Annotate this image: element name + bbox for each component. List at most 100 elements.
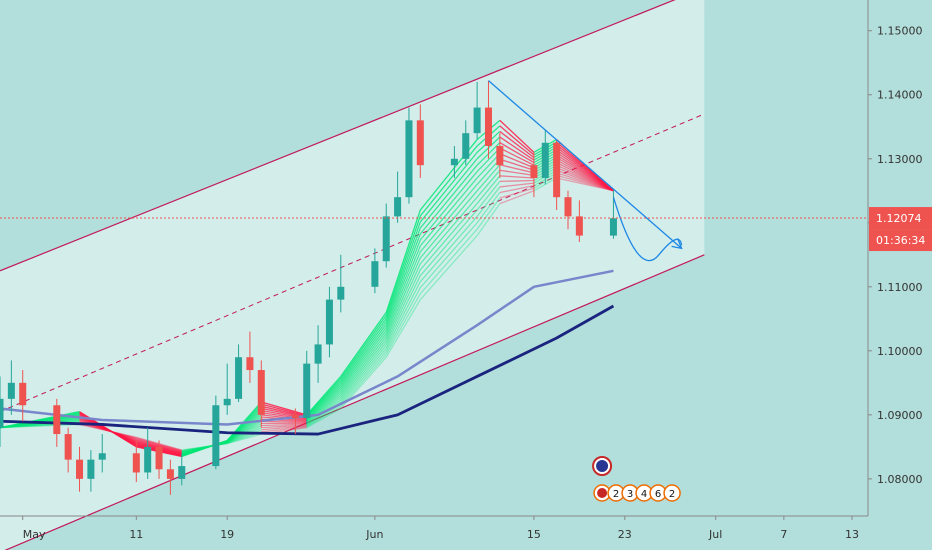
candle-body <box>0 398 4 428</box>
y-tick-label: 1.10000 <box>877 345 923 358</box>
ribbon-line <box>499 153 535 169</box>
ribbon-line <box>261 403 307 417</box>
ribbon-line <box>340 338 387 397</box>
ribbon-line <box>340 320 387 384</box>
ribbon-line <box>499 147 535 166</box>
ribbon-line <box>79 423 137 438</box>
ribbon-line <box>476 203 501 236</box>
ribbon-line <box>385 263 421 340</box>
x-tick-label: 23 <box>618 528 632 541</box>
ribbon-line <box>419 222 478 289</box>
ribbon-line <box>261 424 307 429</box>
candle-body <box>53 405 61 435</box>
candle-body <box>530 165 538 178</box>
ribbon-line <box>261 425 307 431</box>
ribbon-line <box>499 164 535 174</box>
candle-body <box>564 197 572 217</box>
ribbon-line <box>556 164 614 192</box>
ribbon-line <box>261 420 307 424</box>
ribbon-line <box>181 443 228 451</box>
ribbon-line <box>385 227 421 322</box>
candle-body <box>473 107 481 134</box>
candle-body <box>314 344 322 364</box>
ribbon-line <box>556 169 614 192</box>
x-tick-label: Jun <box>365 528 383 541</box>
ribbon-line <box>306 382 342 418</box>
candle-body <box>19 382 27 406</box>
ribbon-line <box>499 185 535 194</box>
candle-body <box>7 382 15 399</box>
x-tick-label: 7 <box>780 528 787 541</box>
event-badge <box>663 484 681 502</box>
event-badge-count: 2 <box>669 489 675 500</box>
ribbon-line <box>476 147 501 173</box>
ribbon-line <box>385 293 421 355</box>
ribbon-line <box>340 353 387 407</box>
ribbon-line <box>419 171 478 241</box>
candle-body <box>76 459 84 479</box>
ribbon-line <box>306 405 342 428</box>
ribbon-line <box>340 326 387 388</box>
ribbon-line <box>556 177 614 192</box>
y-tick-label: 1.08000 <box>877 473 923 486</box>
event-badge-count: 2 <box>613 489 619 500</box>
candle-body <box>541 142 549 178</box>
ribbon-line <box>556 167 614 192</box>
candle-body <box>371 261 379 287</box>
candle-body <box>87 459 95 479</box>
ribbon-line <box>385 209 421 313</box>
candle-body <box>291 414 299 419</box>
candle-body <box>223 398 231 406</box>
ribbon-line <box>385 287 421 352</box>
ribbon-line <box>499 182 534 188</box>
ribbon-line <box>476 158 501 185</box>
ribbon-line <box>476 180 501 211</box>
ribbon-line <box>385 245 421 331</box>
ribbon-line <box>227 433 262 445</box>
ribbon-line <box>419 215 478 283</box>
ribbon-line <box>340 315 387 379</box>
ribbon-line <box>181 442 228 452</box>
ribbon-line <box>306 386 342 420</box>
ribbon-line <box>79 422 137 439</box>
ribbon-line <box>499 179 534 183</box>
candle-body <box>155 446 163 470</box>
ribbon-line <box>499 190 535 205</box>
ribbon-line <box>419 203 478 271</box>
candle-body <box>64 434 72 460</box>
ribbon-line <box>306 393 342 423</box>
x-tick-label: May <box>23 528 46 541</box>
y-tick-label: 1.15000 <box>877 25 923 38</box>
x-tick-label: 19 <box>220 528 234 541</box>
candle-body <box>246 357 254 371</box>
ribbon-line <box>419 164 478 235</box>
event-badge-count: 3 <box>627 489 633 500</box>
projection-curve <box>612 196 683 262</box>
candle-body <box>132 453 140 473</box>
ribbon-line <box>419 190 478 259</box>
ribbon-line <box>419 158 478 229</box>
ma-slow-line <box>0 304 615 436</box>
ribbon-line <box>476 186 501 217</box>
x-tick-label: Jul <box>708 528 722 541</box>
ribbon-line <box>419 209 478 277</box>
ribbon-line <box>385 215 421 316</box>
x-tick-label: 11 <box>129 528 143 541</box>
last-price-label: 1.12074 <box>876 212 922 225</box>
y-tick-label: 1.09000 <box>877 409 923 422</box>
candle-body <box>144 446 152 473</box>
projection-line <box>488 80 683 249</box>
ribbon-line <box>385 221 421 319</box>
countdown-box <box>869 229 932 252</box>
ribbon-line <box>181 441 228 453</box>
ribbon-line <box>476 164 501 192</box>
event-badge-count: 4 <box>641 489 647 500</box>
y-tick-label: 1.13000 <box>877 153 923 166</box>
ribbon-line <box>181 442 228 453</box>
ribbon-line <box>385 269 421 343</box>
ribbon-line <box>0 423 80 429</box>
ribbon-line <box>226 427 262 444</box>
candle-body <box>416 120 424 166</box>
